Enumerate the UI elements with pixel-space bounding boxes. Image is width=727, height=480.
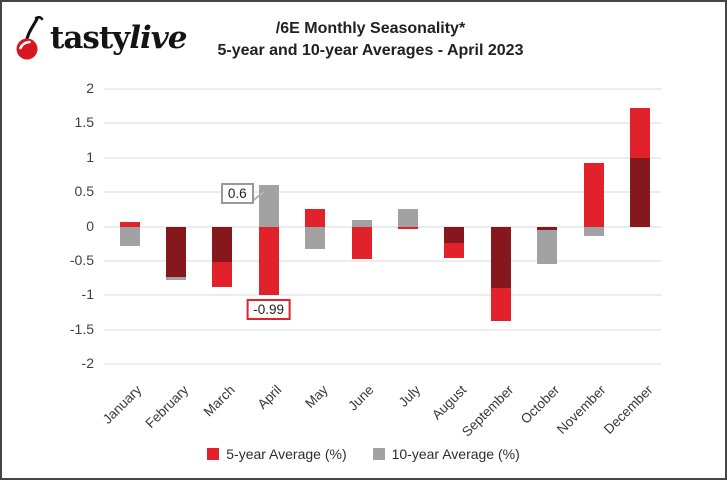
plot-area: 0.6 -0.99 xyxy=(104,88,661,365)
bar-outer-october xyxy=(537,229,558,265)
x-axis-label-february: February xyxy=(142,382,192,432)
chart-title: /6E Monthly Seasonality* xyxy=(275,20,466,37)
bar-5yr-april xyxy=(258,226,279,295)
x-axis-label-july: July xyxy=(395,382,424,410)
bar-overlap-december xyxy=(629,157,650,227)
bar-overlap-august xyxy=(444,226,465,243)
bar-overlap-march xyxy=(212,226,233,263)
bar-outer-march xyxy=(212,262,233,287)
chart-subtitle: 5-year and 10-year Averages - April 2023 xyxy=(217,42,524,59)
bar-overlap-october xyxy=(537,226,558,230)
x-axis: January February March April May June July Augu… xyxy=(100,370,661,446)
legend-label-5-year: 5-year Average (%) xyxy=(226,446,347,462)
bar-5yr-november xyxy=(583,162,604,227)
gridline xyxy=(104,122,661,125)
brand-text: tastylive xyxy=(50,16,188,60)
x-axis-label-august: August xyxy=(429,382,470,423)
x-axis-label-march: March xyxy=(200,382,238,420)
bar-5yr-january xyxy=(119,221,140,227)
chart-titles: /6E Monthly Seasonality* 5-year and 10-y… xyxy=(2,18,725,62)
y-axis: 2 1.5 1 0.5 0 -0.5 -1 -1.5 -2 xyxy=(2,80,94,371)
gridline xyxy=(104,259,661,262)
y-axis-tick-label: -0.5 xyxy=(69,251,94,268)
cherry-icon xyxy=(16,16,44,60)
legend-item-10-year: 10-year Average (%) xyxy=(372,446,520,462)
annotation-099: -0.99 xyxy=(246,298,292,320)
bar-10yr-april xyxy=(258,185,279,227)
brand-live: live xyxy=(129,20,187,56)
x-axis-label-april: April xyxy=(254,382,285,412)
legend-swatch-red xyxy=(207,448,220,460)
brand-tasty: tasty xyxy=(50,20,130,56)
bar-5yr-may xyxy=(305,208,326,227)
gridline xyxy=(104,294,661,297)
gridline xyxy=(104,88,661,90)
bar-10yr-july xyxy=(397,209,418,227)
bar-10yr-january xyxy=(119,226,140,247)
x-axis-label-may: May xyxy=(301,382,331,411)
y-axis-tick-label: 2 xyxy=(86,80,94,96)
gridline xyxy=(104,191,661,194)
y-axis-tick-label: 0.5 xyxy=(74,183,94,200)
bar-10yr-may xyxy=(305,226,326,250)
bar-overlap-february xyxy=(165,226,186,278)
y-axis-tick-label: 1 xyxy=(86,148,94,165)
x-axis-label-june: June xyxy=(345,382,377,414)
bar-outer-august xyxy=(444,243,465,259)
bar-outer-december xyxy=(629,107,650,158)
gridline xyxy=(104,156,661,159)
bar-outer-september xyxy=(490,288,511,322)
y-axis-tick-label: -1.5 xyxy=(69,320,94,337)
y-axis-tick-label: 1.5 xyxy=(74,114,94,131)
legend-swatch-gray xyxy=(372,448,385,460)
x-axis-label-november: November xyxy=(554,382,609,437)
x-axis-label-january: January xyxy=(100,382,145,427)
bar-10yr-november xyxy=(583,226,604,237)
x-axis-label-october: October xyxy=(517,382,563,427)
bar-outer-february xyxy=(165,277,186,281)
bar-5yr-july xyxy=(397,226,418,230)
y-axis-tick-label: -1 xyxy=(81,286,94,303)
gridline xyxy=(104,225,661,228)
gridline xyxy=(104,328,661,331)
legend: 5-year Average (%) 10-year Average (%) xyxy=(2,446,725,462)
y-axis-tick-label: -2 xyxy=(81,355,94,371)
legend-label-10-year: 10-year Average (%) xyxy=(391,446,520,462)
legend-item-5-year: 5-year Average (%) xyxy=(207,446,347,462)
y-axis-tick-label: 0 xyxy=(86,217,94,234)
bar-overlap-september xyxy=(490,226,511,289)
bar-5yr-june xyxy=(351,226,372,259)
bar-10yr-june xyxy=(351,220,372,227)
tastylive-logo: tastylive xyxy=(16,16,188,60)
annotation-06: 0.6 xyxy=(220,183,254,205)
gridline xyxy=(104,363,661,365)
x-axis-label-december: December xyxy=(600,382,656,437)
